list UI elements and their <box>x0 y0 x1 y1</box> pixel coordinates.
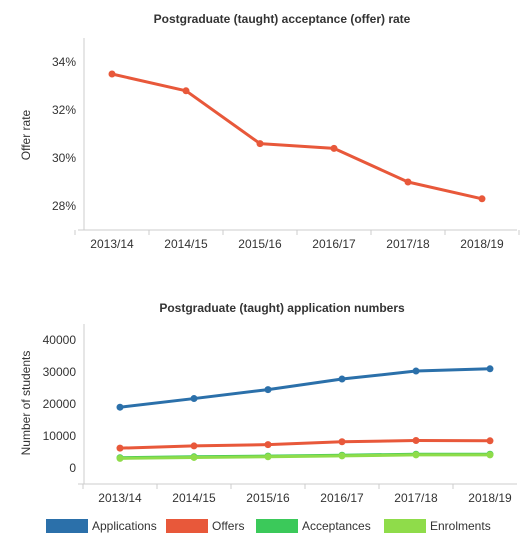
chart2-x-tick-label: 2018/19 <box>468 491 512 505</box>
chart2-data-point-offers[interactable] <box>190 442 198 450</box>
chart2-data-point-applications[interactable] <box>338 375 346 383</box>
chart2-y-tick-label: 10000 <box>43 429 77 443</box>
chart1-y-tick-label: 32% <box>52 103 76 117</box>
chart2-data-point-applications[interactable] <box>412 367 420 375</box>
chart1-x-tick-label: 2016/17 <box>312 237 356 251</box>
legend-label-offers: Offers <box>212 519 244 533</box>
chart1-x-tick-label: 2018/19 <box>460 237 504 251</box>
legend-swatch-acceptances <box>256 519 298 533</box>
legend-item-offers[interactable]: Offers <box>166 519 244 533</box>
chart2-data-point-enrolments[interactable] <box>190 453 198 461</box>
chart2-data-point-enrolments[interactable] <box>264 453 272 461</box>
chart2-x-tick-label: 2014/15 <box>172 491 216 505</box>
chart2-y-tick-label: 30000 <box>43 365 77 379</box>
chart2-data-point-offers[interactable] <box>116 444 124 452</box>
chart2-data-point-offers[interactable] <box>486 437 494 445</box>
chart1-data-point-offer-rate[interactable] <box>330 144 338 152</box>
chart2-data-point-offers[interactable] <box>412 436 420 444</box>
chart1-y-tick-label: 28% <box>52 199 76 213</box>
legend-label-enrolments: Enrolments <box>430 519 491 533</box>
chart2-series-line-offers <box>119 438 491 450</box>
chart2-x-tick-label: 2017/18 <box>394 491 438 505</box>
chart1-x-tick-label: 2015/16 <box>238 237 282 251</box>
chart1-data-point-offer-rate[interactable] <box>404 178 412 186</box>
chart2-series-line-enrolments <box>119 453 490 460</box>
chart1-data-point-offer-rate[interactable] <box>182 87 190 95</box>
chart2-data-point-applications[interactable] <box>116 403 124 411</box>
legend-item-applications[interactable]: Applications <box>46 519 157 533</box>
legend-swatch-offers <box>166 519 208 533</box>
chart2-legend: Applications Offers Acceptances Enrolments <box>46 519 491 533</box>
chart2-y-tick-label: 40000 <box>43 333 77 347</box>
chart1-x-tick-label: 2014/15 <box>164 237 208 251</box>
chart2-y-axis-label: Number of students <box>19 351 33 456</box>
chart1-data-point-offer-rate[interactable] <box>108 70 116 78</box>
chart2-y-tick-label: 20000 <box>43 397 77 411</box>
chart1-x-tick-label: 2013/14 <box>90 237 134 251</box>
chart2-data-point-offers[interactable] <box>264 441 272 449</box>
chart2-data-point-applications[interactable] <box>190 395 198 403</box>
chart2-data-point-enrolments[interactable] <box>338 452 346 460</box>
chart1-title: Postgraduate (taught) acceptance (offer)… <box>154 12 411 26</box>
chart1-x-tick-label: 2017/18 <box>386 237 430 251</box>
chart2-x-tick-label: 2015/16 <box>246 491 290 505</box>
chart2-data-point-enrolments[interactable] <box>486 451 494 459</box>
chart2-data-point-offers[interactable] <box>338 438 346 446</box>
legend-item-enrolments[interactable]: Enrolments <box>384 519 491 533</box>
chart2-data-point-enrolments[interactable] <box>116 454 124 462</box>
legend-item-acceptances[interactable]: Acceptances <box>256 519 371 533</box>
chart2-data-point-applications[interactable] <box>486 365 494 373</box>
chart2-x-tick-label: 2016/17 <box>320 491 364 505</box>
legend-label-acceptances: Acceptances <box>302 519 371 533</box>
chart1-data-point-offer-rate[interactable] <box>256 140 264 148</box>
chart2-x-tick-label: 2013/14 <box>98 491 142 505</box>
chart2-series-line-applications <box>119 367 491 409</box>
legend-label-applications: Applications <box>92 519 157 533</box>
chart2-title: Postgraduate (taught) application number… <box>159 301 405 315</box>
chart1-y-tick-label: 30% <box>52 151 76 165</box>
legend-swatch-applications <box>46 519 88 533</box>
chart1-y-tick-label: 34% <box>52 55 76 69</box>
chart2-data-point-applications[interactable] <box>264 386 272 394</box>
chart1-series-line-offer-rate <box>111 72 483 201</box>
chart1-y-axis-label: Offer rate <box>19 109 33 160</box>
chart1-data-point-offer-rate[interactable] <box>478 195 486 203</box>
legend-swatch-enrolments <box>384 519 426 533</box>
offer-rate-chart: Postgraduate (taught) acceptance (offer)… <box>19 12 520 251</box>
application-numbers-chart: Postgraduate (taught) application number… <box>19 301 517 533</box>
chart2-y-tick-label: 0 <box>69 461 76 475</box>
chart2-data-point-enrolments[interactable] <box>412 451 420 459</box>
